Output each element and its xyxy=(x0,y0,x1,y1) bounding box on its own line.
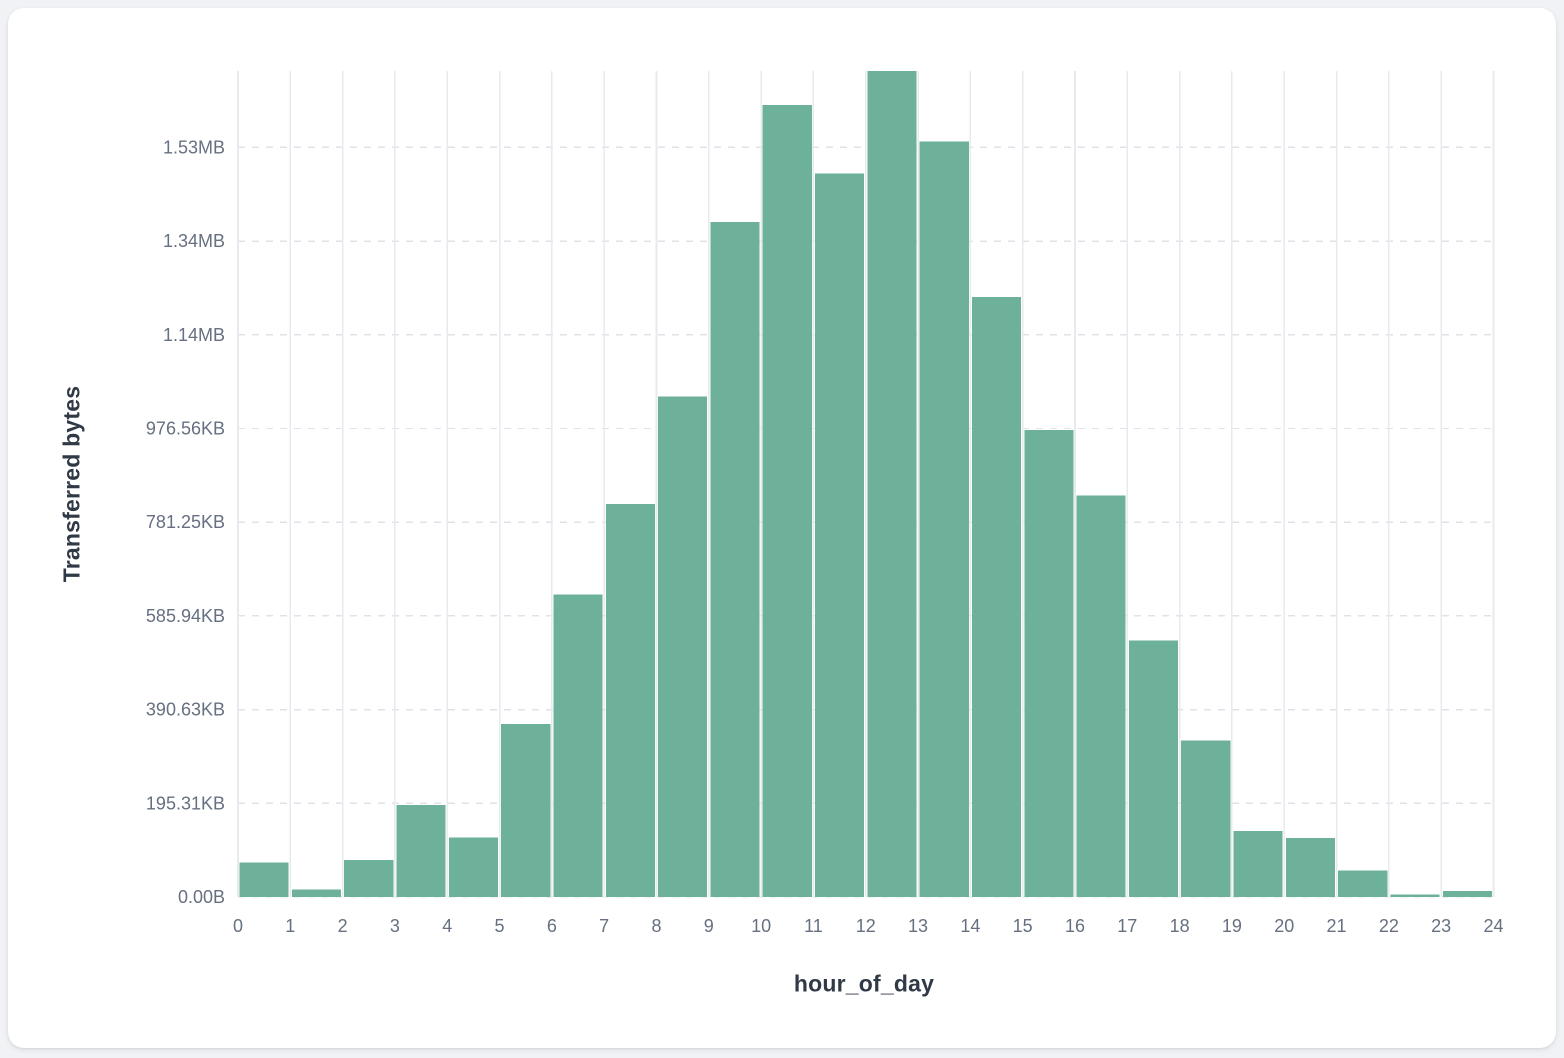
histogram-bar[interactable] xyxy=(1128,640,1179,897)
histogram-bar[interactable] xyxy=(1024,429,1074,897)
y-tick-label: 781.25KB xyxy=(146,512,225,532)
x-tick-label: 6 xyxy=(547,916,557,936)
histogram-bar[interactable] xyxy=(291,889,342,897)
x-tick-label: 2 xyxy=(338,916,348,936)
histogram-bar[interactable] xyxy=(501,724,551,897)
y-tick-label: 195.31KB xyxy=(146,793,225,813)
histogram-bar[interactable] xyxy=(971,296,1022,898)
histogram-bar[interactable] xyxy=(658,396,708,897)
x-tick-label: 19 xyxy=(1222,916,1242,936)
x-tick-label: 23 xyxy=(1431,916,1451,936)
histogram-bar[interactable] xyxy=(448,837,498,897)
histogram-bar[interactable] xyxy=(762,105,812,898)
histogram-bar[interactable] xyxy=(605,503,655,897)
x-tick-label: 14 xyxy=(960,916,980,936)
y-axis-title: Transferred bytes xyxy=(58,385,85,583)
x-tick-label: 22 xyxy=(1379,916,1399,936)
histogram-bar[interactable] xyxy=(344,860,394,897)
histogram-bar[interactable] xyxy=(1076,495,1126,897)
histogram-bar[interactable] xyxy=(1181,740,1231,897)
x-tick-label: 16 xyxy=(1065,916,1085,936)
histogram-bar[interactable] xyxy=(815,173,865,898)
histogram-bar[interactable] xyxy=(239,862,289,897)
x-tick-label: 13 xyxy=(908,916,928,936)
y-tick-label: 0.00B xyxy=(178,887,225,907)
x-tick-label: 17 xyxy=(1117,916,1137,936)
y-tick-label: 390.63KB xyxy=(146,700,225,720)
x-tick-label: 21 xyxy=(1327,916,1347,936)
x-tick-label: 7 xyxy=(599,916,609,936)
x-tick-label: 0 xyxy=(233,916,243,936)
x-tick-label: 1 xyxy=(285,916,295,936)
x-tick-label: 4 xyxy=(442,916,452,936)
x-tick-label: 12 xyxy=(856,916,876,936)
y-tick-label: 585.94KB xyxy=(146,606,225,626)
x-tick-label: 10 xyxy=(751,916,771,936)
histogram-bar[interactable] xyxy=(1233,830,1283,897)
histogram-bar[interactable] xyxy=(1442,890,1492,897)
histogram-bar[interactable] xyxy=(1285,838,1335,897)
histogram-bar[interactable] xyxy=(396,805,446,897)
x-tick-label: 18 xyxy=(1170,916,1190,936)
x-tick-label: 5 xyxy=(495,916,505,936)
y-tick-label: 1.34MB xyxy=(163,231,225,251)
y-tick-label: 976.56KB xyxy=(146,418,225,438)
histogram-bar[interactable] xyxy=(1390,894,1440,897)
x-tick-label: 11 xyxy=(804,916,823,936)
x-tick-label: 15 xyxy=(1013,916,1033,936)
histogram-bar[interactable] xyxy=(553,594,603,897)
histogram-bar[interactable] xyxy=(867,71,917,897)
x-tick-label: 20 xyxy=(1274,916,1294,936)
x-tick-label: 8 xyxy=(651,916,661,936)
y-tick-label: 1.14MB xyxy=(163,325,225,345)
x-axis-title: hour_of_day xyxy=(793,970,935,997)
x-tick-label: 3 xyxy=(390,916,400,936)
y-tick-label: 1.53MB xyxy=(163,137,225,157)
histogram-bar[interactable] xyxy=(919,141,969,897)
histogram-bar[interactable] xyxy=(1338,870,1388,897)
histogram-chart: 0.00B195.31KB390.63KB585.94KB781.25KB976… xyxy=(146,71,1504,936)
histogram-bar[interactable] xyxy=(710,221,760,898)
x-tick-label: 9 xyxy=(704,916,714,936)
x-tick-label: 24 xyxy=(1483,916,1503,936)
chart-card: 0.00B 195.31KB 390.63KB 585.94KB 781.25KB 976… xyxy=(8,8,1556,1048)
